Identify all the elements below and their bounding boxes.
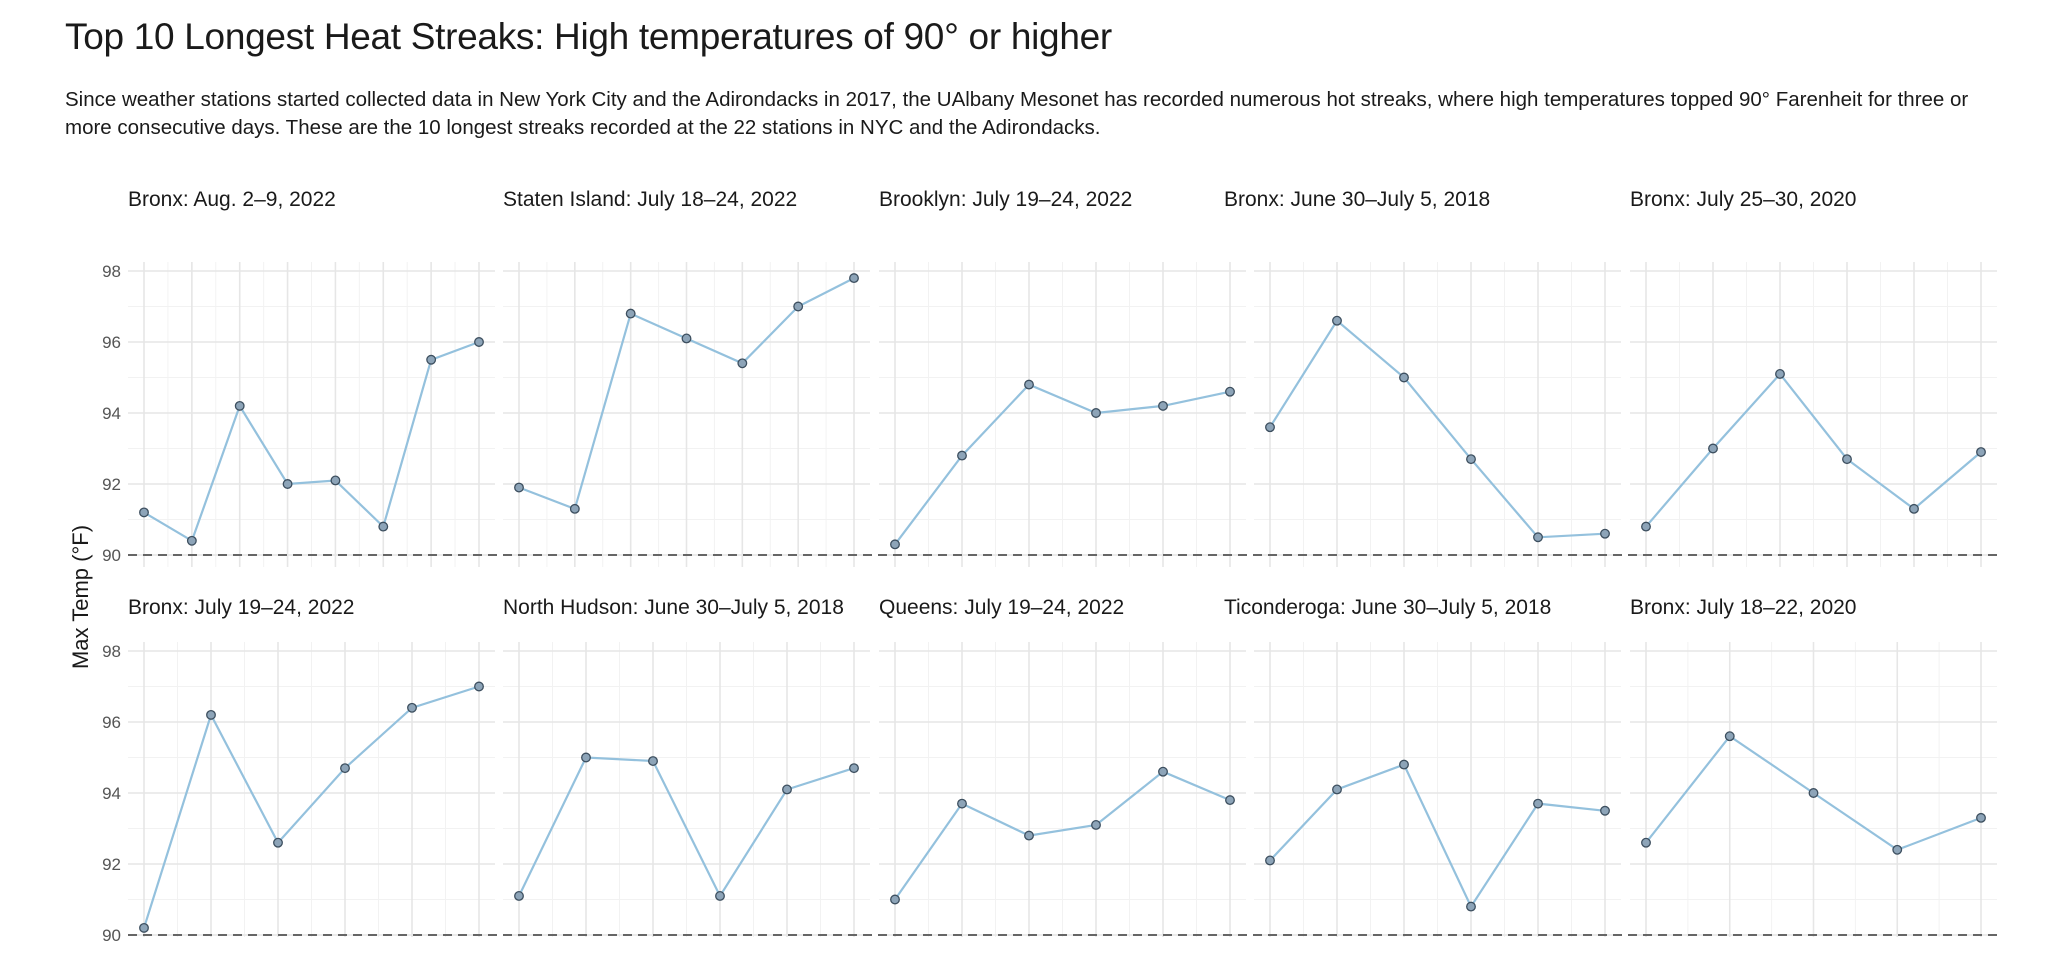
data-point xyxy=(1399,372,1409,383)
panel-title: Bronx: Aug. 2–9, 2022 xyxy=(128,188,336,211)
data-point xyxy=(1332,315,1342,326)
panel-title: Bronx: July 18–22, 2020 xyxy=(1630,596,1857,619)
data-point xyxy=(1466,901,1476,912)
data-point xyxy=(1808,788,1819,798)
series-line xyxy=(1645,372,1982,528)
data-point xyxy=(957,450,967,461)
panel-title: Staten Island: July 18–24, 2022 xyxy=(503,188,797,211)
y-axis-label: Max Temp (°F) xyxy=(68,525,93,669)
data-point xyxy=(1976,812,1986,823)
data-point xyxy=(625,308,636,319)
data-point xyxy=(1332,784,1342,795)
data-point xyxy=(581,752,591,763)
data-point xyxy=(1641,521,1651,532)
data-point xyxy=(206,709,216,720)
panel-title: Ticonderoga: June 30–July 5, 2018 xyxy=(1224,596,1551,619)
data-point xyxy=(1091,408,1101,418)
data-point xyxy=(1533,798,1543,809)
series-line xyxy=(1269,763,1606,909)
y-tick-label: 98 xyxy=(102,262,121,281)
data-point xyxy=(1091,820,1101,830)
y-tick-label: 92 xyxy=(102,855,121,874)
data-point xyxy=(1600,528,1610,539)
data-point xyxy=(1909,503,1919,514)
data-point xyxy=(234,400,245,411)
data-point xyxy=(474,337,484,347)
data-point xyxy=(273,837,283,848)
y-tick-label: 94 xyxy=(102,784,121,803)
page-title: Top 10 Longest Heat Streaks: High temper… xyxy=(65,16,1112,57)
page-subtitle: Since weather stations started collected… xyxy=(65,88,1969,139)
series-line xyxy=(1269,319,1606,539)
panel-title: Queens: July 19–24, 2022 xyxy=(879,596,1124,619)
panel-title: Bronx: July 19–24, 2022 xyxy=(128,596,355,619)
data-point xyxy=(330,475,341,486)
y-tick-label: 90 xyxy=(102,926,121,945)
data-point xyxy=(340,763,350,774)
data-point xyxy=(1976,447,1986,458)
y-tick-label: 90 xyxy=(102,546,121,565)
data-point xyxy=(715,891,725,901)
data-point xyxy=(1265,422,1275,433)
data-point xyxy=(1225,795,1235,806)
data-point xyxy=(282,479,293,489)
data-point xyxy=(514,482,524,493)
data-point xyxy=(849,763,859,774)
data-point xyxy=(1641,837,1651,848)
data-point xyxy=(1158,400,1168,411)
data-point xyxy=(1708,443,1718,454)
data-point xyxy=(1466,454,1476,465)
data-point xyxy=(849,273,859,284)
data-point xyxy=(1024,830,1034,841)
data-point xyxy=(569,503,580,514)
data-point xyxy=(890,894,900,905)
data-point xyxy=(378,521,389,532)
panel-title: Bronx: July 25–30, 2020 xyxy=(1630,188,1857,211)
data-point xyxy=(139,922,149,933)
series-line xyxy=(518,756,855,899)
data-point xyxy=(514,891,524,901)
data-point xyxy=(782,784,792,795)
data-point xyxy=(1399,759,1409,770)
data-point xyxy=(474,681,484,692)
y-tick-label: 92 xyxy=(102,475,121,494)
data-point xyxy=(681,333,692,344)
series-line xyxy=(894,383,1231,546)
data-point xyxy=(1842,454,1852,465)
y-tick-label: 98 xyxy=(102,642,121,661)
y-tick-label: 96 xyxy=(102,333,121,352)
data-point xyxy=(407,702,417,713)
data-point xyxy=(648,756,658,767)
series-line xyxy=(142,685,480,929)
data-point xyxy=(1158,766,1168,777)
series-line xyxy=(894,770,1231,901)
data-point xyxy=(1775,369,1785,379)
data-point xyxy=(1724,731,1735,742)
y-tick-label: 94 xyxy=(102,404,121,423)
data-point xyxy=(1892,844,1903,855)
data-point xyxy=(890,539,900,550)
panel-title: Brooklyn: July 19–24, 2022 xyxy=(879,188,1132,211)
data-point xyxy=(139,507,149,518)
data-point xyxy=(186,535,197,546)
data-point xyxy=(1024,379,1034,390)
series-line xyxy=(143,340,480,543)
data-point xyxy=(1533,532,1543,543)
data-point xyxy=(426,354,437,365)
data-point xyxy=(737,358,748,369)
panel-title: Bronx: June 30–July 5, 2018 xyxy=(1224,188,1490,211)
y-tick-label: 96 xyxy=(102,713,121,732)
panel-title: North Hudson: June 30–July 5, 2018 xyxy=(503,596,844,619)
data-point xyxy=(1265,855,1275,866)
data-point xyxy=(1600,805,1610,816)
data-point xyxy=(793,301,804,312)
data-point xyxy=(1225,386,1235,397)
data-point xyxy=(957,798,967,809)
